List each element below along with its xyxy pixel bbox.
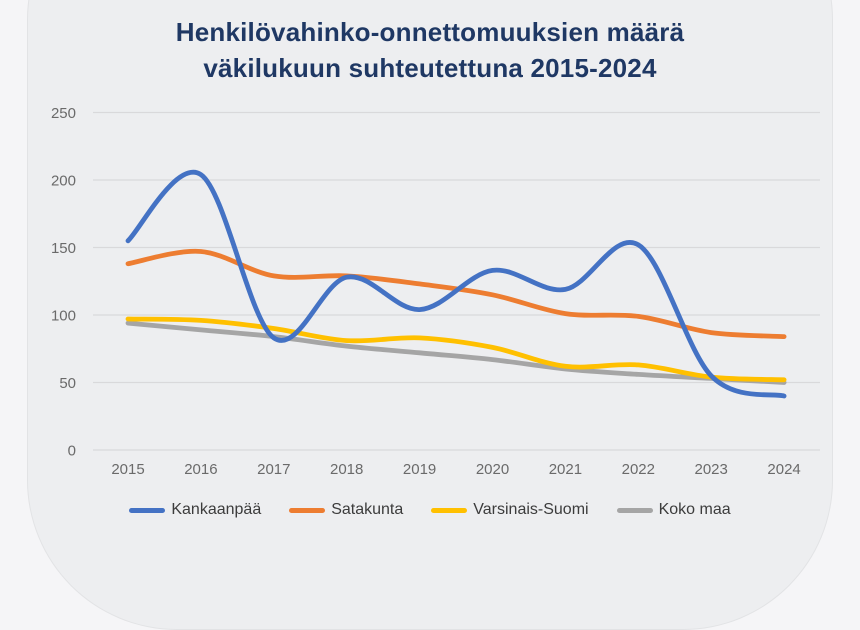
legend-label-varsinais-suomi: Varsinais-Suomi	[473, 501, 589, 518]
x-tick-label-2020: 2020	[476, 461, 509, 478]
legend-item-koko-maa: Koko maa	[616, 501, 731, 519]
legend-label-koko-maa: Koko maa	[658, 501, 731, 518]
chart-legend: Kankaanpää Satakunta Varsinais-Suomi Koko m…	[0, 501, 860, 519]
series-line-kankaanpaa	[125, 169, 787, 399]
legend-swatch-varsinais-suomi	[431, 507, 468, 513]
y-tick-label-0: 0	[68, 443, 76, 460]
x-tick-label-2023: 2023	[695, 461, 728, 478]
series-line-varsinais-suomi	[125, 316, 787, 383]
legend-label-kankaanpaa: Kankaanpää	[171, 501, 262, 518]
legend-label-satakunta: Satakunta	[331, 501, 404, 518]
legend-item-satakunta: Satakunta	[289, 501, 403, 519]
x-tick-label-2015: 2015	[111, 461, 144, 478]
legend-swatch-kankaanpaa	[129, 507, 166, 513]
x-tick-label-2016: 2016	[184, 461, 217, 478]
y-tick-label-100: 100	[51, 308, 76, 325]
y-tick-label-250: 250	[51, 105, 76, 122]
x-tick-label-2024: 2024	[767, 461, 800, 478]
line-chart: 0 50 100 150 200 250 2015 2016 2017 2018 2019 2020 2…	[51, 105, 820, 478]
chart-title-line-1: Henkilövahinko-onnettomuuksien määrä	[175, 17, 685, 47]
x-tick-label-2022: 2022	[622, 461, 655, 478]
legend-item-varsinais-suomi: Varsinais-Suomi	[431, 501, 589, 519]
y-tick-label-150: 150	[51, 240, 76, 257]
chart-title: Henkilövahinko-onnettomuuksien määrä väk…	[0, 14, 860, 86]
x-tick-label-2017: 2017	[257, 461, 290, 478]
x-tick-label-2019: 2019	[403, 461, 436, 478]
legend-swatch-koko-maa	[616, 507, 653, 513]
y-tick-label-200: 200	[51, 173, 76, 190]
x-tick-label-2021: 2021	[549, 461, 582, 478]
legend-swatch-satakunta	[289, 507, 326, 513]
chart-title-line-2: väkilukuun suhteutettuna 2015-2024	[203, 53, 657, 83]
series-line-koko-maa	[125, 320, 787, 385]
x-tick-label-2018: 2018	[330, 461, 363, 478]
legend-item-kankaanpaa: Kankaanpää	[129, 501, 261, 519]
y-tick-label-50: 50	[59, 375, 76, 392]
